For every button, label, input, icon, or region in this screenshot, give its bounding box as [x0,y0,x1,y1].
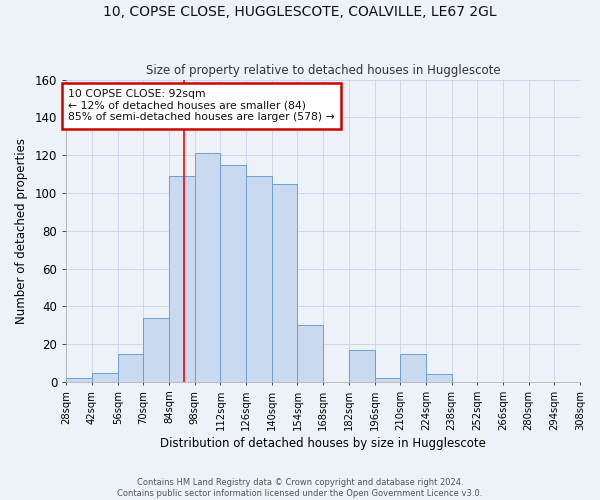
Text: Contains HM Land Registry data © Crown copyright and database right 2024.
Contai: Contains HM Land Registry data © Crown c… [118,478,482,498]
Bar [195,154,220,382]
Bar [92,372,118,382]
Text: 10 COPSE CLOSE: 92sqm
← 12% of detached houses are smaller (84)
85% of semi-deta: 10 COPSE CLOSE: 92sqm ← 12% of detached … [68,89,335,122]
Bar [374,378,400,382]
Bar [298,326,323,382]
Bar [220,164,246,382]
Bar [272,184,298,382]
Bar [67,378,92,382]
Bar [143,318,169,382]
Bar [400,354,426,382]
Bar [246,176,272,382]
Title: Size of property relative to detached houses in Hugglescote: Size of property relative to detached ho… [146,64,500,77]
Bar [169,176,195,382]
X-axis label: Distribution of detached houses by size in Hugglescote: Distribution of detached houses by size … [160,437,486,450]
Y-axis label: Number of detached properties: Number of detached properties [15,138,28,324]
Bar [118,354,143,382]
Text: 10, COPSE CLOSE, HUGGLESCOTE, COALVILLE, LE67 2GL: 10, COPSE CLOSE, HUGGLESCOTE, COALVILLE,… [103,5,497,19]
Bar [426,374,452,382]
Bar [349,350,374,382]
